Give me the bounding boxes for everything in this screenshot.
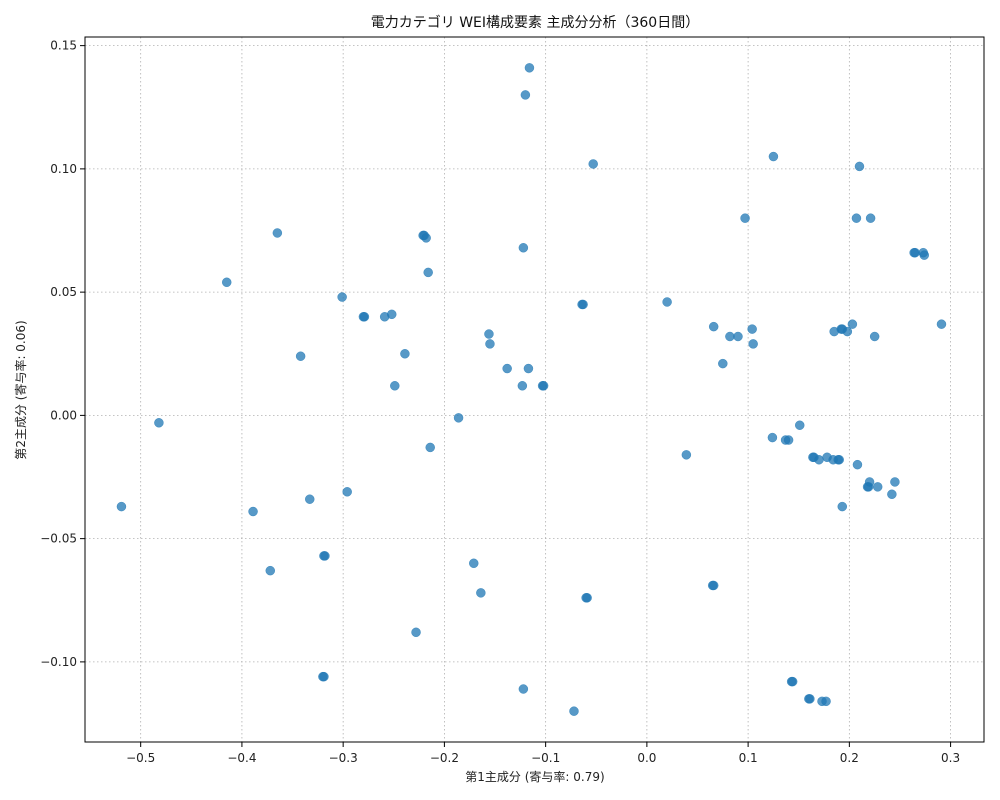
scatter-point xyxy=(890,477,900,487)
scatter-point xyxy=(805,694,815,704)
scatter-point xyxy=(524,63,535,73)
scatter-point xyxy=(708,321,719,332)
y-tick-label: 0.10 xyxy=(50,162,77,176)
scatter-point xyxy=(578,299,588,310)
scatter-point xyxy=(662,297,672,307)
x-tick-label: −0.3 xyxy=(329,751,358,765)
scatter-point xyxy=(783,435,794,445)
scatter-point xyxy=(387,309,397,320)
scatter-point xyxy=(834,455,844,465)
scatter-point xyxy=(852,459,863,470)
chart-title: 電力カテゴリ WEI構成要素 主成分分析（360日間） xyxy=(371,14,699,31)
scatter-point xyxy=(305,494,315,504)
x-tick-label: 0.1 xyxy=(739,751,758,765)
scatter-point xyxy=(910,247,920,258)
scatter-point xyxy=(582,593,592,603)
scatter-point xyxy=(523,363,534,374)
scatter-point xyxy=(747,324,757,334)
x-tick-label: −0.2 xyxy=(430,751,459,765)
scatter-point xyxy=(248,506,258,517)
scatter-point xyxy=(469,558,479,569)
scatter-point xyxy=(518,684,529,694)
y-tick-label: 0.05 xyxy=(50,285,77,299)
scatter-point xyxy=(320,551,330,561)
scatter-point xyxy=(319,671,329,682)
scatter-point xyxy=(869,331,880,342)
scatter-point xyxy=(425,442,435,453)
scatter-point xyxy=(221,277,232,288)
scatter-point xyxy=(342,487,352,497)
scatter-point xyxy=(485,339,495,349)
scatter-point xyxy=(272,228,283,238)
x-tick-label: −0.1 xyxy=(531,751,560,765)
scatter-point xyxy=(337,292,347,302)
scatter-point xyxy=(358,312,369,322)
scatter-point xyxy=(518,243,529,253)
scatter-point xyxy=(681,450,692,460)
scatter-point xyxy=(484,329,494,339)
scatter-point xyxy=(794,420,805,430)
scatter-point xyxy=(768,151,779,162)
scatter-point xyxy=(718,358,728,369)
x-tick-label: 0.0 xyxy=(637,751,656,765)
scatter-point xyxy=(421,233,431,243)
grid-layer xyxy=(85,37,984,742)
scatter-point xyxy=(854,161,865,172)
scatter-point xyxy=(767,432,778,443)
x-axis: −0.5 −0.4 −0.3 −0.2 −0.1 0.0 0.1 0.2 0.3 xyxy=(126,742,960,765)
plot-area-frame xyxy=(84,36,985,743)
scatter-point xyxy=(872,482,883,492)
scatter-point xyxy=(588,159,598,169)
scatter-point xyxy=(814,455,824,465)
scatter-point xyxy=(265,565,276,576)
y-tick-label: 0.00 xyxy=(50,408,77,422)
scatter-point xyxy=(295,351,306,361)
x-tick-label: 0.3 xyxy=(941,751,960,765)
scatter-point xyxy=(740,213,750,223)
scatter-point xyxy=(887,489,897,500)
x-axis-label: 第1主成分 (寄与率: 0.79) xyxy=(465,769,604,784)
scatter-point xyxy=(725,331,735,342)
scatter-point xyxy=(154,418,164,428)
scatter-point xyxy=(569,706,579,716)
scatter-point xyxy=(517,381,528,391)
y-axis: −0.10 −0.05 0.00 0.05 0.10 0.15 xyxy=(40,39,85,669)
x-tick-label: 0.2 xyxy=(840,751,859,765)
scatter-point xyxy=(864,477,875,487)
scatter-point xyxy=(821,696,831,707)
scatter-point xyxy=(919,250,930,260)
y-axis-label: 第2主成分 (寄与率: 0.06) xyxy=(13,320,28,459)
scatter-point xyxy=(502,363,512,374)
scatter-point xyxy=(748,339,758,349)
scatter-point xyxy=(390,381,400,391)
scatter-point xyxy=(842,326,853,337)
scatter-point xyxy=(476,588,486,598)
scatter-point xyxy=(411,627,421,638)
scatter-point xyxy=(865,213,876,223)
scatter-point xyxy=(851,213,862,223)
y-tick-label: 0.15 xyxy=(50,39,77,53)
scatter-point xyxy=(708,580,719,591)
scatter-point xyxy=(423,267,433,278)
points-layer xyxy=(116,63,947,716)
y-tick-label: −0.05 xyxy=(40,532,77,546)
scatter-point xyxy=(847,319,858,329)
scatter-point xyxy=(733,331,743,342)
y-tick-label: −0.10 xyxy=(40,655,77,669)
scatter-point xyxy=(787,676,798,687)
scatter-point xyxy=(453,413,464,423)
scatter-point xyxy=(400,349,410,359)
scatter-point xyxy=(520,90,531,100)
scatter-point xyxy=(936,319,947,329)
x-tick-label: −0.5 xyxy=(126,751,155,765)
x-tick-label: −0.4 xyxy=(227,751,256,765)
scatter-point xyxy=(116,501,127,512)
scatter-point xyxy=(837,501,848,512)
scatter-point xyxy=(538,381,549,391)
